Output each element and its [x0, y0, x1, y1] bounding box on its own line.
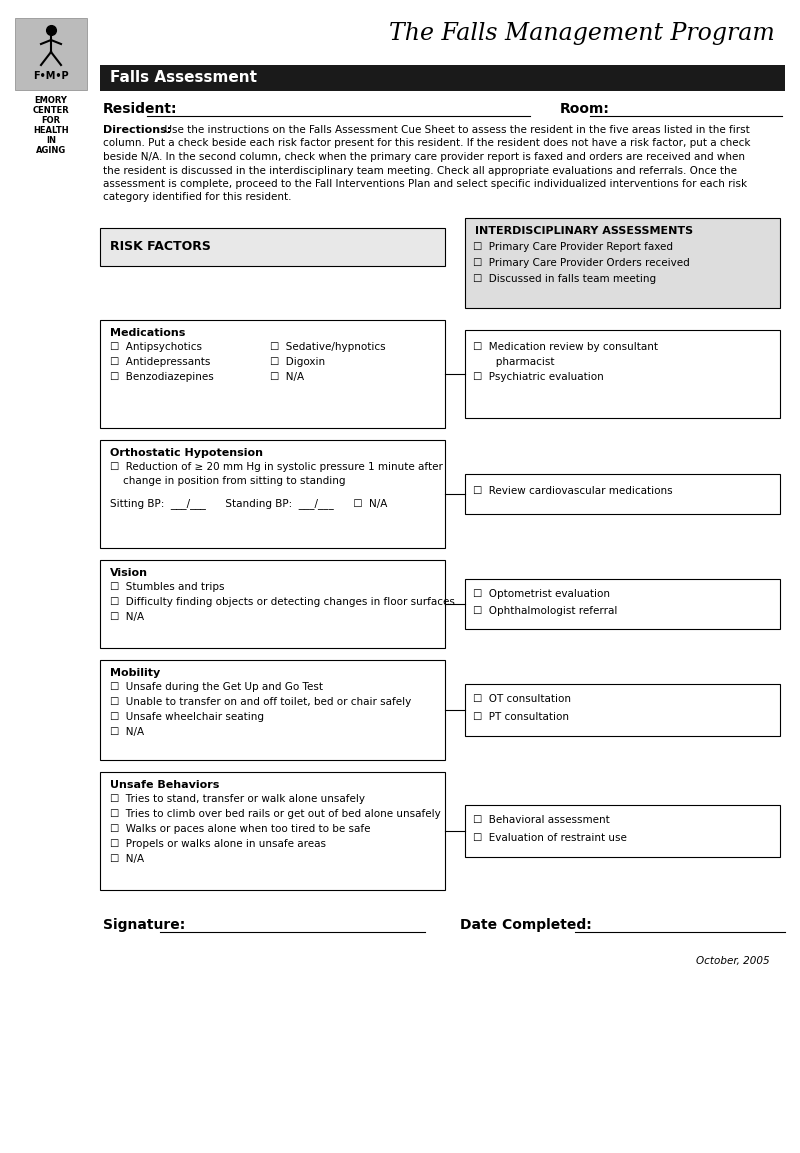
Text: ☐  Primary Care Provider Orders received: ☐ Primary Care Provider Orders received	[473, 258, 690, 267]
Text: ☐  Stumbles and trips: ☐ Stumbles and trips	[110, 582, 225, 591]
Text: ☐  Propels or walks alone in unsafe areas: ☐ Propels or walks alone in unsafe areas	[110, 839, 326, 849]
Bar	[465, 684, 780, 736]
Text: CENTER: CENTER	[33, 106, 70, 115]
Text: ☐  Tries to climb over bed rails or get out of bed alone unsafely: ☐ Tries to climb over bed rails or get o…	[110, 809, 441, 819]
Text: FOR: FOR	[42, 116, 61, 125]
Text: beside N/A. In the second column, check when the primary care provider report is: beside N/A. In the second column, check …	[103, 152, 745, 163]
Text: ☐  Reduction of ≥ 20 mm Hg in systolic pressure 1 minute after: ☐ Reduction of ≥ 20 mm Hg in systolic pr…	[110, 462, 443, 472]
Text: Falls Assessment: Falls Assessment	[110, 69, 257, 84]
Text: Resident:: Resident:	[103, 101, 178, 116]
Text: ☐  PT consultation: ☐ PT consultation	[473, 713, 569, 722]
Text: F•M•P: F•M•P	[33, 71, 69, 81]
Text: ☐  N/A: ☐ N/A	[110, 728, 144, 737]
Text: ☐  Tries to stand, transfer or walk alone unsafely: ☐ Tries to stand, transfer or walk alone…	[110, 794, 365, 804]
Bar	[100, 773, 445, 890]
Text: The Falls Management Program: The Falls Management Program	[390, 22, 775, 45]
Text: ☐  Optometrist evaluation: ☐ Optometrist evaluation	[473, 589, 610, 600]
Text: Date Completed:: Date Completed:	[460, 918, 592, 932]
Text: ☐  Unable to transfer on and off toilet, bed or chair safely: ☐ Unable to transfer on and off toilet, …	[110, 698, 411, 707]
Text: ☐  Benzodiazepines: ☐ Benzodiazepines	[110, 372, 214, 382]
Bar	[465, 218, 780, 308]
Text: change in position from sitting to standing: change in position from sitting to stand…	[110, 476, 346, 487]
Bar	[100, 65, 785, 91]
Text: ☐  Walks or paces alone when too tired to be safe: ☐ Walks or paces alone when too tired to…	[110, 824, 370, 834]
Text: Orthostatic Hypotension: Orthostatic Hypotension	[110, 449, 263, 458]
Bar	[100, 660, 445, 760]
Text: Signature:: Signature:	[103, 918, 186, 932]
Text: ☐  Behavioral assessment: ☐ Behavioral assessment	[473, 815, 610, 826]
Bar	[100, 440, 445, 548]
Text: ☐  Psychiatric evaluation: ☐ Psychiatric evaluation	[473, 372, 604, 382]
Text: ☐  Primary Care Provider Report faxed: ☐ Primary Care Provider Report faxed	[473, 242, 673, 253]
Text: INTERDISCIPLINARY ASSESSMENTS: INTERDISCIPLINARY ASSESSMENTS	[475, 226, 693, 236]
Bar	[465, 805, 780, 857]
Text: AGING: AGING	[36, 146, 66, 155]
Bar	[100, 560, 445, 648]
Text: Use the instructions on the Falls Assessment Cue Sheet to assess the resident in: Use the instructions on the Falls Assess…	[158, 125, 750, 135]
Text: pharmacist: pharmacist	[473, 357, 554, 367]
Bar	[465, 330, 780, 419]
Text: Medications: Medications	[110, 327, 186, 338]
Text: ☐  Ophthalmologist referral: ☐ Ophthalmologist referral	[473, 606, 618, 616]
Text: ☐  OT consultation: ☐ OT consultation	[473, 694, 571, 704]
Text: ☐  Digoxin: ☐ Digoxin	[270, 357, 325, 367]
Text: ☐  Unsafe wheelchair seating: ☐ Unsafe wheelchair seating	[110, 713, 264, 722]
Text: HEALTH: HEALTH	[33, 126, 69, 135]
Bar	[100, 228, 445, 266]
Text: ☐  Unsafe during the Get Up and Go Test: ☐ Unsafe during the Get Up and Go Test	[110, 683, 323, 692]
Text: ☐  Antipsychotics: ☐ Antipsychotics	[110, 342, 202, 352]
Text: assessment is complete, proceed to the Fall Interventions Plan and select specif: assessment is complete, proceed to the F…	[103, 179, 747, 189]
Text: ☐  N/A: ☐ N/A	[110, 612, 144, 621]
Text: ☐  Discussed in falls team meeting: ☐ Discussed in falls team meeting	[473, 274, 656, 284]
Text: Mobility: Mobility	[110, 668, 160, 678]
Bar	[465, 474, 780, 514]
Text: RISK FACTORS: RISK FACTORS	[110, 241, 211, 254]
Text: ☐  Sedative/hypnotics: ☐ Sedative/hypnotics	[270, 342, 386, 352]
Bar	[100, 321, 445, 428]
Text: Vision: Vision	[110, 568, 148, 578]
Text: column. Put a check beside each risk factor present for this resident. If the re: column. Put a check beside each risk fac…	[103, 138, 750, 149]
Text: Sitting BP:  ___/___      Standing BP:  ___/___      ☐  N/A: Sitting BP: ___/___ Standing BP: ___/___…	[110, 498, 387, 508]
Text: ☐  Review cardiovascular medications: ☐ Review cardiovascular medications	[473, 487, 673, 496]
Text: ☐  Evaluation of restraint use: ☐ Evaluation of restraint use	[473, 832, 627, 843]
Text: ☐  Difficulty finding objects or detecting changes in floor surfaces: ☐ Difficulty finding objects or detectin…	[110, 597, 455, 606]
Text: the resident is discussed in the interdisciplinary team meeting. Check all appro: the resident is discussed in the interdi…	[103, 166, 737, 175]
Text: IN: IN	[46, 136, 56, 145]
Text: ☐  N/A: ☐ N/A	[270, 372, 304, 382]
Text: Directions:: Directions:	[103, 125, 171, 135]
Text: ☐  N/A: ☐ N/A	[110, 854, 144, 864]
Text: category identified for this resident.: category identified for this resident.	[103, 193, 291, 203]
Text: Room:: Room:	[560, 101, 610, 116]
Text: ☐  Antidepressants: ☐ Antidepressants	[110, 357, 210, 367]
Text: ☐  Medication review by consultant: ☐ Medication review by consultant	[473, 342, 658, 352]
Text: October, 2005: October, 2005	[696, 956, 770, 966]
Bar	[465, 579, 780, 630]
Text: Unsafe Behaviors: Unsafe Behaviors	[110, 779, 219, 790]
Bar	[15, 18, 87, 90]
Text: EMORY: EMORY	[34, 96, 67, 105]
